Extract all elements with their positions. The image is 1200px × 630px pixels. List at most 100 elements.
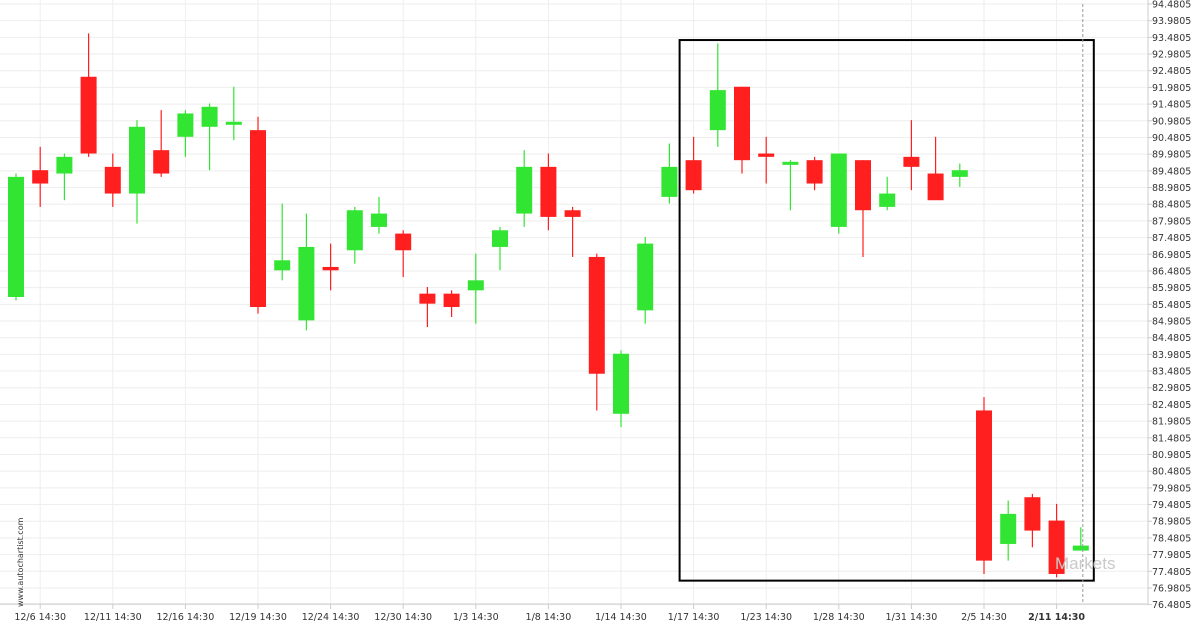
- candle-body-down: [903, 156, 920, 167]
- candle-body-up: [879, 193, 896, 207]
- candle-body-down: [395, 233, 412, 251]
- candle-body-up: [492, 230, 508, 247]
- candle-body-up: [274, 260, 291, 271]
- y-tick-label: 82.4805: [1152, 400, 1191, 411]
- candle-body-up: [709, 90, 726, 131]
- candle-body-down: [976, 410, 992, 561]
- y-tick-label: 79.9805: [1152, 483, 1191, 494]
- y-axis: 76.4805 76.9805 77.4805 77.9805 78.4805 78.98…: [1147, 0, 1191, 611]
- x-tick-label: 2/5 14:30: [961, 612, 1007, 623]
- y-tick-label: 91.9805: [1152, 83, 1191, 94]
- y-tick-label: 87.9805: [1152, 216, 1191, 227]
- candle-body-down: [1048, 520, 1065, 574]
- y-tick-label: 83.9805: [1152, 350, 1191, 361]
- y-tick-label: 94.4805: [1152, 0, 1191, 10]
- y-tick-label: 91.4805: [1152, 100, 1191, 111]
- y-tick-label: 90.4805: [1152, 133, 1191, 144]
- candle-body-down: [806, 160, 823, 184]
- y-tick-label: 77.4805: [1152, 567, 1191, 578]
- x-tick-label: 12/19 14:30: [229, 612, 287, 623]
- y-tick-label: 76.4805: [1152, 600, 1191, 611]
- candle-body-down: [564, 210, 581, 217]
- candle-body-up: [1072, 545, 1089, 551]
- y-tick-label: 89.9805: [1152, 150, 1191, 161]
- y-tick-label: 84.9805: [1152, 317, 1191, 328]
- x-tick-label: 12/11 14:30: [84, 612, 142, 623]
- candle-body-up: [201, 106, 218, 127]
- x-tick-label: 1/23 14:30: [740, 612, 792, 623]
- y-tick-label: 78.4805: [1152, 533, 1191, 544]
- candle-body-down: [80, 76, 97, 154]
- candle-body-down: [32, 170, 49, 184]
- y-tick-label: 89.4805: [1152, 166, 1191, 177]
- y-tick-label: 86.9805: [1152, 250, 1191, 261]
- y-tick-label: 85.4805: [1152, 300, 1191, 311]
- y-tick-label: 81.4805: [1152, 433, 1191, 444]
- x-tick-label: 1/31 14:30: [886, 612, 938, 623]
- x-tick-label: 12/24 14:30: [302, 612, 360, 623]
- candle-body-down: [1024, 497, 1041, 531]
- candle-body-up: [225, 121, 242, 125]
- chart-overlay: [678, 4, 1095, 604]
- y-tick-label: 87.4805: [1152, 233, 1191, 244]
- candle-body-down: [250, 130, 266, 308]
- candle-body-up: [129, 126, 145, 194]
- y-tick-label: 79.4805: [1152, 500, 1191, 511]
- candle-body-up: [637, 243, 654, 311]
- y-tick-label: 93.9805: [1152, 16, 1191, 27]
- candle-body-down: [758, 153, 775, 157]
- x-tick-label: 12/6 14:30: [14, 612, 66, 623]
- y-tick-label: 80.4805: [1152, 467, 1191, 478]
- x-tick-label: 12/16 14:30: [157, 612, 215, 623]
- candle-body-down: [419, 293, 436, 304]
- candle-body-up: [613, 353, 629, 414]
- brand-logo-text: Markets: [1055, 554, 1115, 573]
- candle-body-down: [540, 166, 557, 217]
- candle-body-up: [298, 246, 315, 321]
- y-tick-label: 88.4805: [1152, 200, 1191, 211]
- candle-body-up: [8, 176, 24, 297]
- candle-body-up: [346, 210, 363, 251]
- y-tick-label: 92.4805: [1152, 66, 1191, 77]
- y-tick-label: 86.4805: [1152, 266, 1191, 277]
- candle-body-up: [661, 166, 678, 197]
- watermark-text: www.autochartist.com: [16, 517, 25, 607]
- x-tick-label: 1/17 14:30: [668, 612, 720, 623]
- x-axis: 12/6 14:30 12/11 14:30 12/16 14:30 12/19 14…: [0, 603, 1148, 623]
- candle-body-down: [685, 160, 702, 191]
- y-tick-label: 77.9805: [1152, 550, 1191, 561]
- candle-body-up: [516, 166, 533, 214]
- y-tick-label: 84.4805: [1152, 333, 1191, 344]
- y-tick-label: 76.9805: [1152, 583, 1191, 594]
- candle-body-up: [782, 161, 799, 165]
- candle-body-down: [153, 150, 170, 174]
- x-tick-label: 1/14 14:30: [595, 612, 647, 623]
- candle-body-down: [927, 173, 944, 201]
- candle-body-up: [177, 113, 194, 137]
- y-tick-label: 85.9805: [1152, 283, 1191, 294]
- y-tick-label: 82.9805: [1152, 383, 1191, 394]
- candle-body-up: [371, 213, 387, 227]
- x-tick-label: 1/28 14:30: [813, 612, 865, 623]
- y-tick-label: 93.4805: [1152, 33, 1191, 44]
- candle-body-up: [1000, 513, 1017, 544]
- candle-body-down: [855, 160, 871, 211]
- y-tick-label: 90.9805: [1152, 116, 1191, 127]
- pattern-box: [678, 39, 1095, 582]
- y-tick-label: 92.9805: [1152, 50, 1191, 61]
- y-tick-label: 88.9805: [1152, 183, 1191, 194]
- x-tick-label: 2/11 14:30: [1028, 612, 1085, 623]
- x-tick-label: 12/30 14:30: [374, 612, 432, 623]
- candle-body-down: [443, 293, 460, 308]
- candle-body-up: [467, 280, 484, 291]
- candle-body-down: [104, 166, 121, 194]
- y-tick-label: 83.4805: [1152, 367, 1191, 378]
- x-tick-label: 1/8 14:30: [526, 612, 572, 623]
- candle-series: [8, 33, 1089, 578]
- candle-body-up: [56, 156, 73, 174]
- chart-grid: [0, 0, 1148, 606]
- y-tick-label: 81.9805: [1152, 417, 1191, 428]
- candle-body-down: [588, 256, 605, 374]
- candle-body-down: [322, 266, 339, 271]
